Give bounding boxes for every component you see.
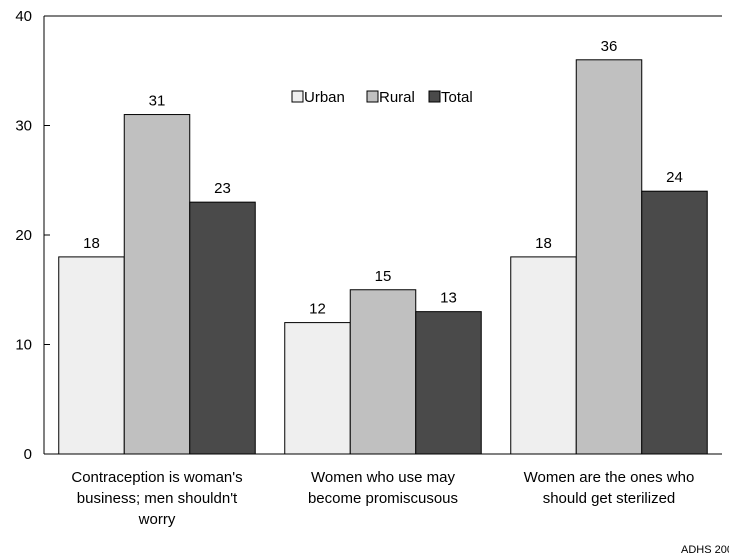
legend-label: Rural	[379, 89, 415, 106]
bar-total	[189, 201, 256, 455]
data-label: 18	[535, 235, 552, 252]
y-tick-label: 20	[15, 227, 32, 244]
data-label: 12	[309, 301, 326, 318]
data-label: 31	[149, 93, 166, 110]
legend-swatch-total	[428, 90, 441, 103]
bar-rural	[349, 289, 417, 455]
y-tick-label: 10	[15, 337, 32, 354]
data-label: 18	[83, 235, 100, 252]
data-label: 15	[375, 268, 392, 285]
category-label: should get sterilized	[543, 490, 676, 507]
bar-rural	[123, 114, 191, 455]
category-labels: Contraception is woman's business; men sh…	[71, 469, 694, 528]
y-tick-label: 0	[24, 446, 32, 463]
category-label: worry	[138, 511, 176, 528]
bar-total	[415, 311, 482, 455]
y-tick-label: 30	[15, 118, 32, 135]
bar-urban	[58, 256, 125, 455]
data-label: 36	[601, 38, 618, 55]
value-labels: 18 31 23 12 15 13 18 36 24	[83, 38, 683, 318]
bars	[58, 59, 708, 455]
legend-swatch-rural	[366, 90, 379, 103]
legend: Urban Rural Total	[291, 89, 473, 106]
bar-total	[641, 190, 708, 455]
category-label: business; men shouldn't	[77, 490, 238, 507]
bar-urban	[284, 322, 351, 455]
bar-urban	[510, 256, 577, 455]
legend-label: Total	[441, 89, 473, 106]
category-label: become promiscusous	[308, 490, 458, 507]
category-label: Contraception is woman's	[71, 469, 242, 486]
bar-rural	[575, 59, 643, 455]
category-label: Women are the ones who	[524, 469, 695, 486]
data-label: 13	[440, 290, 457, 307]
y-tick-label: 40	[15, 8, 32, 25]
source-note: ADHS 200	[681, 544, 729, 556]
data-label: 23	[214, 180, 231, 197]
category-label: Women who use may	[311, 469, 455, 486]
legend-label: Urban	[304, 89, 345, 106]
data-label: 24	[666, 169, 683, 186]
legend-swatch-urban	[291, 90, 304, 103]
